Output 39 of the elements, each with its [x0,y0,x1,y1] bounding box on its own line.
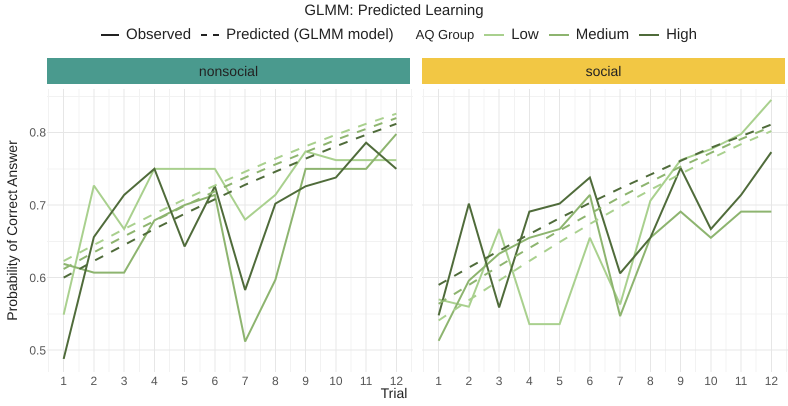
x-tick-label: 5 [181,374,188,388]
text: GLMM: Predicted Learning [303,2,485,19]
x-tick-label: 7 [242,374,249,388]
text: Predicted (GLMM model) [226,26,394,43]
text: Observed [126,26,192,43]
x-tick-label: 10 [329,374,343,388]
chart-title: social [422,58,785,84]
x-tick-label: 8 [647,374,654,388]
legend-label: Low [511,26,539,43]
x-tick-label: 3 [496,374,503,388]
legend-label: High [666,26,697,43]
y-tick-label: 0.5 [29,343,46,358]
x-tick-label: 4 [526,374,534,388]
x-tick-label: 9 [677,374,684,388]
x-tick-label: 2 [90,374,98,388]
x-tick-label: 12 [764,374,778,388]
x-tick-label: 8 [272,374,280,388]
x-tick-label: 2 [466,374,473,388]
x-tick-label: 9 [302,374,310,388]
y-tick-label: 0.7 [29,198,46,212]
x-tick-label: 7 [616,374,624,388]
y-axis-title: Probability of Correct Answer [4,140,20,321]
y-tick-label: 0.8 [29,126,46,140]
x-tick-label: 11 [734,374,748,388]
x-tick-label: 12 [390,374,404,388]
x-tick-label: 4 [151,374,158,388]
legend-title: AQ Group [416,27,474,42]
x-tick-label: 6 [212,374,219,388]
x-axis-title: Trial [380,385,408,401]
chart-title: nonsocial [47,58,410,84]
x-tick-label: 10 [704,374,718,388]
x-tick-label: 1 [60,374,68,388]
x-tick-label: 6 [586,374,594,388]
y-tick-label: 0.6 [29,270,46,285]
x-tick-label: 1 [435,374,442,388]
x-tick-label: 5 [556,374,564,388]
x-tick-label: 3 [120,374,128,388]
x-tick-label: 11 [360,374,373,388]
legend-label: Medium [576,26,630,43]
